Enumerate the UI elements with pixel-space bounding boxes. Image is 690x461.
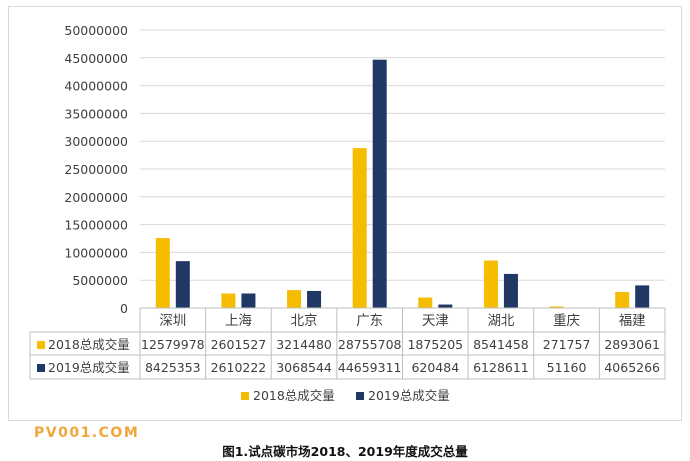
legend-label: 2019总成交量 [368, 388, 450, 403]
figure-caption: 图1.试点碳市场2018、2019年度成交总量 [222, 444, 468, 459]
y-tick-label: 50000000 [64, 23, 128, 38]
category-label: 广东 [356, 313, 383, 329]
category-label: 北京 [291, 313, 318, 329]
table-value: 8541458 [473, 337, 529, 352]
category-label: 重庆 [553, 313, 580, 329]
category-label: 深圳 [159, 313, 186, 329]
table-value: 3214480 [276, 337, 332, 352]
bar-2018-4 [418, 297, 433, 308]
category-label: 福建 [619, 313, 646, 329]
table-legend-key [37, 341, 45, 349]
table-value: 12579978 [141, 337, 205, 352]
y-tick-label: 45000000 [64, 51, 128, 66]
table-value: 51160 [547, 360, 587, 375]
bar-2018-5 [483, 260, 498, 308]
table-value: 620484 [411, 360, 459, 375]
bar-2018-0 [155, 238, 170, 308]
legend-key [356, 392, 364, 400]
bar-2019-4 [438, 304, 453, 308]
table-value: 28755708 [338, 337, 402, 352]
table-value: 2610222 [211, 360, 267, 375]
table-legend-key [37, 364, 45, 372]
table-value: 2601527 [211, 337, 267, 352]
category-label: 上海 [225, 313, 252, 329]
y-tick-label: 35000000 [64, 106, 128, 121]
bar-2018-1 [221, 293, 236, 308]
table-value: 2893061 [604, 337, 660, 352]
table-value: 1875205 [407, 337, 463, 352]
y-tick-label: 15000000 [64, 218, 128, 233]
table-value: 4065266 [604, 360, 660, 375]
y-tick-label: 30000000 [64, 134, 128, 149]
bar-2019-5 [503, 273, 518, 308]
bar-2019-2 [307, 290, 322, 308]
category-label: 天津 [422, 313, 449, 329]
bar-2018-7 [615, 291, 630, 308]
legend-label: 2018总成交量 [253, 388, 335, 403]
y-tick-label: 5000000 [72, 273, 128, 288]
y-tick-label: 10000000 [64, 245, 128, 260]
bar-2018-6 [549, 306, 564, 308]
bar-2018-2 [287, 290, 302, 308]
category-label: 湖北 [487, 313, 515, 329]
bar-2019-0 [175, 261, 190, 308]
watermark-text: PV001.COM [34, 425, 140, 441]
y-tick-label: 25000000 [64, 162, 128, 177]
y-tick-label: 40000000 [64, 79, 128, 94]
table-series-label: 2019总成交量 [48, 360, 130, 375]
table-series-label: 2018总成交量 [48, 337, 130, 352]
y-tick-label: 20000000 [64, 190, 128, 205]
table-value: 8425353 [145, 360, 201, 375]
bar-2019-7 [635, 285, 650, 308]
chart-frame [8, 6, 682, 421]
table-value: 3068544 [276, 360, 332, 375]
table-value: 44659311 [338, 360, 402, 375]
bar-2019-3 [372, 59, 387, 308]
y-tick-label: 0 [120, 301, 128, 316]
bar-2019-1 [241, 293, 256, 308]
bar-2018-3 [352, 148, 367, 308]
legend-key [241, 392, 249, 400]
table-value: 271757 [543, 337, 591, 352]
table-value: 6128611 [473, 360, 529, 375]
